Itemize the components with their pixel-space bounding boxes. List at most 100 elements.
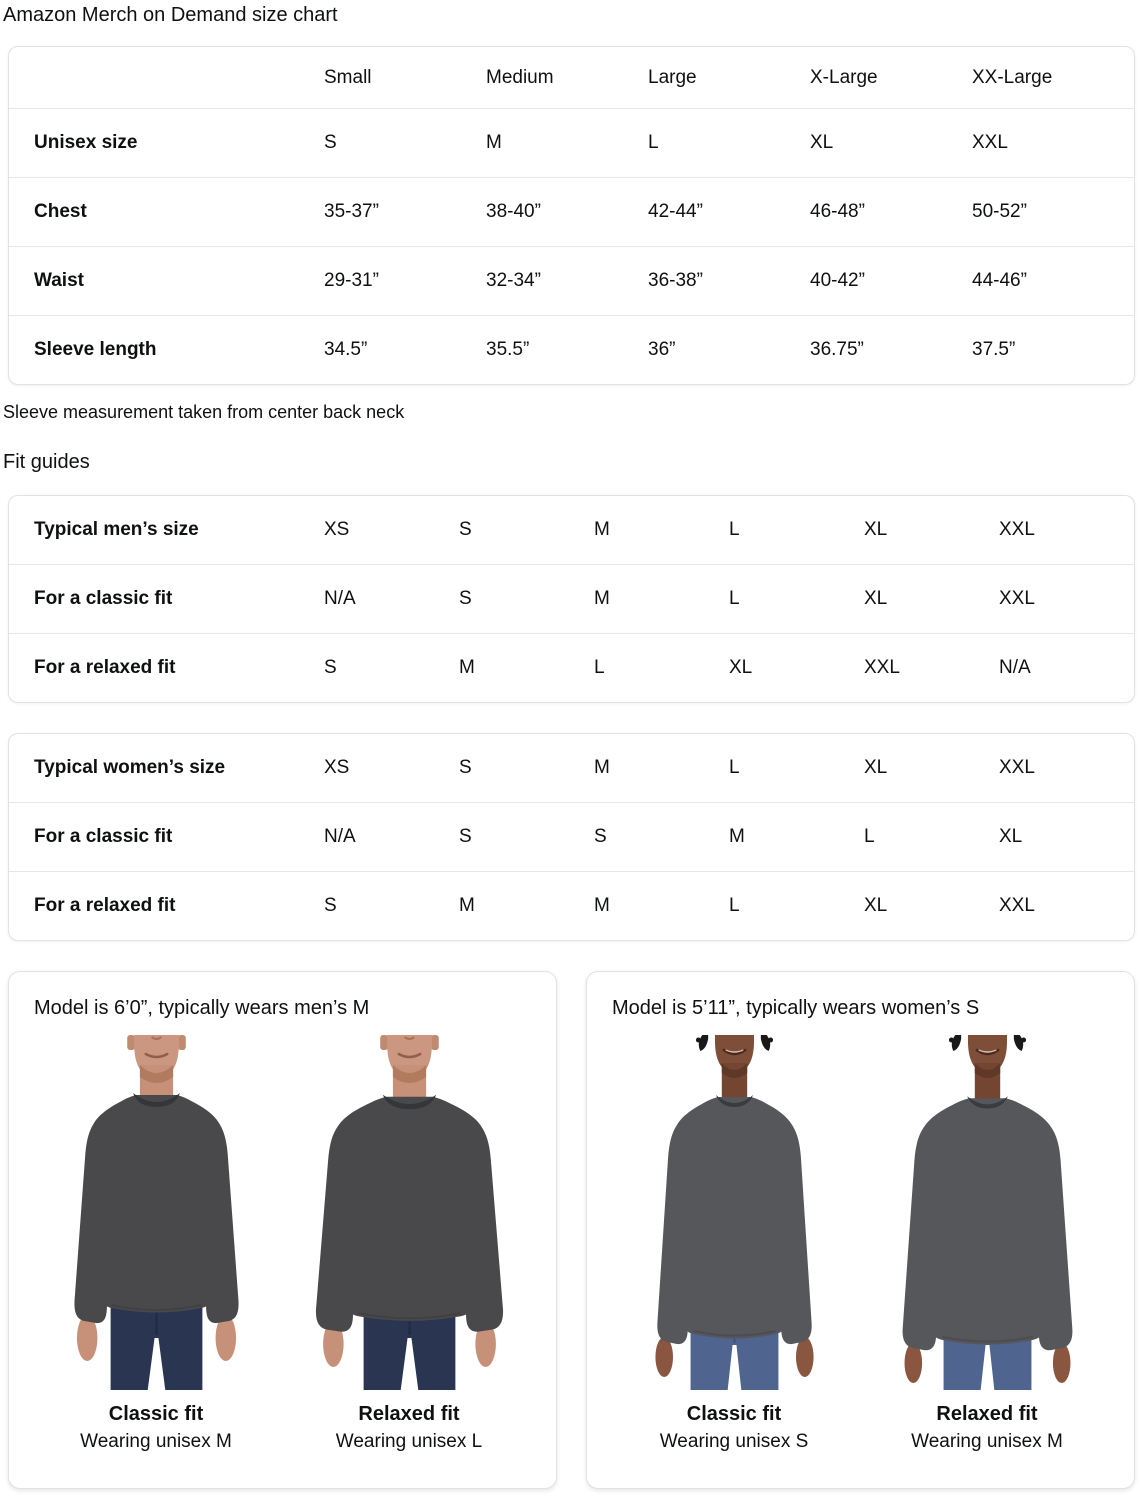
size-cell: M (486, 132, 502, 153)
model-figure-classic: Classic fit Wearing unisex S (631, 1035, 837, 1453)
size-cell: M (594, 519, 610, 540)
right-hand-graphic (795, 1337, 814, 1377)
left-hand-graphic (654, 1337, 673, 1377)
wearing-label: Wearing unisex S (659, 1431, 809, 1452)
mens-model-card: Model is 6’0”, typically wears men’s M C… (8, 971, 557, 1489)
size-cell: N/A (999, 657, 1031, 678)
photo-caption: Relaxed fit Wearing unisex M (885, 1403, 1090, 1453)
size-cell: 44-46” (972, 270, 1027, 291)
size-cell: L (729, 757, 740, 778)
sleeve-note: Sleeve measurement taken from center bac… (3, 402, 405, 422)
model-figure-relaxed: Relaxed fit Wearing unisex L (306, 1035, 512, 1453)
row-label: Sleeve length (34, 339, 157, 360)
table-row: Typical women’s size XS S M L XL XXL (9, 734, 1134, 802)
womens-model-card: Model is 5’11”, typically wears women’s … (586, 971, 1135, 1489)
table-row: For a classic fit N/A S S M L XL (9, 802, 1134, 871)
photo-caption: Classic fit Wearing unisex M (54, 1403, 259, 1453)
size-chart-table: Small Medium Large X-Large XX-Large Unis… (8, 46, 1135, 385)
size-cell: XL (864, 757, 888, 778)
size-cell: 37.5” (972, 339, 1016, 360)
size-cell: 46-48” (810, 201, 865, 222)
size-cell: M (459, 895, 475, 916)
wearing-label: Wearing unisex M (80, 1431, 232, 1452)
size-cell: XXL (999, 895, 1035, 916)
womens-fit-table: Typical women’s size XS S M L XL XXL For… (8, 733, 1135, 941)
table-row: For a classic fit N/A S M L XL XXL (9, 564, 1134, 633)
size-cell: 38-40” (486, 201, 541, 222)
row-label: Chest (34, 201, 87, 222)
fit-label: Relaxed fit (358, 1403, 460, 1425)
photo-caption: Classic fit Wearing unisex S (632, 1403, 837, 1453)
row-label: For a relaxed fit (34, 895, 176, 916)
table-row: Sleeve length 34.5” 35.5” 36” 36.75” 37.… (9, 315, 1134, 384)
row-label: For a classic fit (34, 588, 173, 609)
shirt-graphic (314, 1093, 504, 1333)
size-cell: XL (864, 519, 888, 540)
fit-label: Classic fit (686, 1403, 782, 1425)
size-cell: L (729, 895, 740, 916)
size-cell: L (864, 826, 875, 847)
size-cell: M (594, 757, 610, 778)
size-cell: 42-44” (648, 201, 703, 222)
size-cell: L (648, 132, 659, 153)
size-cell: XXL (972, 132, 1008, 153)
table-row: Unisex size S M L XL XXL (9, 108, 1134, 177)
size-cell: 36” (648, 339, 676, 360)
size-cell: S (324, 657, 337, 678)
size-cell: XL (729, 657, 753, 678)
header-cell: Medium (486, 66, 554, 88)
size-cell: 35-37” (324, 201, 379, 222)
size-cell: S (459, 519, 472, 540)
shirt-graphic (72, 1092, 240, 1325)
model-photo (884, 1035, 1090, 1390)
header-cell: X-Large (810, 66, 878, 88)
model-cards: Model is 6’0”, typically wears men’s M C… (8, 971, 1135, 1489)
header-cell: XX-Large (972, 66, 1053, 88)
size-cell: S (459, 588, 472, 609)
head-graphic (947, 1035, 1027, 1103)
size-cell: L (729, 588, 740, 609)
model-figure-classic: Classic fit Wearing unisex M (53, 1035, 259, 1453)
fit-label: Relaxed fit (936, 1403, 1038, 1425)
row-label: Waist (34, 270, 84, 291)
size-cell: 36-38” (648, 270, 703, 291)
size-cell: XL (864, 588, 888, 609)
head-graphic (378, 1035, 440, 1105)
head-graphic (694, 1035, 774, 1103)
size-cell: 35.5” (486, 339, 530, 360)
head-graphic (125, 1035, 187, 1105)
model-figures: Classic fit Wearing unisex M Relaxed fit… (9, 1035, 556, 1453)
table-row: For a relaxed fit S M M L XL XXL (9, 871, 1134, 940)
table-row: For a relaxed fit S M L XL XXL N/A (9, 633, 1134, 702)
size-cell: M (594, 588, 610, 609)
size-cell: XXL (999, 519, 1035, 540)
model-figure-relaxed: Relaxed fit Wearing unisex M (884, 1035, 1090, 1453)
table-header-row: Small Medium Large X-Large XX-Large (9, 47, 1134, 108)
header-cell: Small (324, 66, 372, 88)
size-cell: N/A (324, 588, 356, 609)
size-cell: S (594, 826, 607, 847)
size-cell: XXL (999, 588, 1035, 609)
mens-fit-table: Typical men’s size XS S M L XL XXL For a… (8, 495, 1135, 703)
size-cell: XS (324, 519, 350, 540)
model-photo (53, 1035, 259, 1390)
page-title: Amazon Merch on Demand size chart (3, 4, 338, 26)
size-cell: 36.75” (810, 339, 864, 360)
size-cell: XL (999, 826, 1023, 847)
size-cell: S (324, 132, 337, 153)
size-cell: S (459, 757, 472, 778)
photo-caption: Relaxed fit Wearing unisex L (307, 1403, 512, 1453)
size-cell: 50-52” (972, 201, 1027, 222)
table-row: Chest 35-37” 38-40” 42-44” 46-48” 50-52” (9, 177, 1134, 246)
size-cell: 40-42” (810, 270, 865, 291)
size-cell: L (594, 657, 605, 678)
row-label: Unisex size (34, 132, 138, 153)
size-cell: L (729, 519, 740, 540)
size-cell: S (324, 895, 337, 916)
row-label: Typical men’s size (34, 519, 199, 540)
shirt-graphic (901, 1095, 1073, 1352)
model-figures: Classic fit Wearing unisex S Relaxed fit… (587, 1035, 1134, 1453)
model-card-heading: Model is 6’0”, typically wears men’s M (34, 997, 370, 1019)
size-cell: XS (324, 757, 350, 778)
wearing-label: Wearing unisex M (911, 1431, 1063, 1452)
